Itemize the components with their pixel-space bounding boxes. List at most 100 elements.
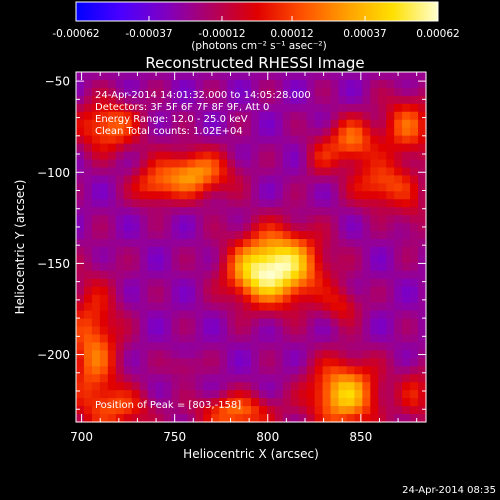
heatmap-cell bbox=[243, 135, 252, 145]
heatmap-cell bbox=[155, 167, 165, 176]
y-tick-label: −150 bbox=[37, 257, 70, 271]
heatmap-cell bbox=[410, 167, 419, 176]
heatmap-cell bbox=[147, 302, 157, 312]
heatmap-cell bbox=[107, 414, 117, 423]
heatmap-cell bbox=[290, 95, 300, 105]
heatmap-cell bbox=[378, 262, 387, 272]
heatmap-cell bbox=[76, 334, 85, 344]
heatmap-cell bbox=[211, 302, 220, 312]
heatmap-cell bbox=[243, 215, 252, 224]
heatmap-cell bbox=[131, 366, 141, 375]
heatmap-cell bbox=[139, 390, 149, 399]
heatmap-cell bbox=[83, 382, 93, 391]
heatmap-cell bbox=[386, 302, 395, 312]
heatmap-cell bbox=[418, 294, 427, 304]
heatmap-cell bbox=[115, 72, 125, 81]
heatmap-cell bbox=[346, 191, 355, 200]
heatmap-cell bbox=[243, 294, 252, 304]
heatmap-cell bbox=[115, 111, 125, 121]
heatmap-cell bbox=[147, 199, 157, 208]
heatmap-cell bbox=[298, 223, 308, 232]
heatmap-cell bbox=[211, 199, 220, 208]
heatmap-cell bbox=[171, 302, 180, 312]
heatmap-cell bbox=[195, 366, 204, 375]
heatmap-cell bbox=[187, 406, 196, 415]
heatmap-cell bbox=[227, 103, 236, 113]
heatmap-cell bbox=[203, 270, 212, 280]
heatmap-cell bbox=[251, 334, 260, 344]
plot-annotations: 24-Apr-2014 14:01:32.000 to 14:05:28.000… bbox=[95, 90, 311, 411]
heatmap-cell bbox=[410, 382, 419, 391]
heatmap-cell bbox=[219, 79, 228, 89]
heatmap-cell bbox=[187, 310, 196, 320]
heatmap-cell bbox=[107, 286, 117, 296]
heatmap-cell bbox=[338, 143, 348, 153]
heatmap-cell bbox=[418, 215, 427, 224]
heatmap-cell bbox=[219, 414, 228, 423]
heatmap-cell bbox=[76, 342, 85, 351]
heatmap-cell bbox=[155, 278, 165, 288]
heatmap-cell bbox=[163, 239, 173, 248]
heatmap-cell bbox=[115, 231, 125, 240]
heatmap-cell bbox=[306, 223, 316, 232]
heatmap-cell bbox=[155, 382, 165, 391]
heatmap-cell bbox=[386, 239, 395, 248]
heatmap-cell bbox=[179, 167, 188, 176]
heatmap-cell bbox=[402, 103, 411, 113]
heatmap-cell bbox=[187, 127, 196, 137]
heatmap-cell bbox=[402, 254, 411, 264]
heatmap-cell bbox=[195, 262, 204, 272]
heatmap-cell bbox=[298, 406, 308, 415]
heatmap-cell bbox=[203, 199, 212, 208]
heatmap-cell bbox=[330, 326, 340, 336]
heatmap-cell bbox=[243, 223, 252, 232]
heatmap-cell bbox=[171, 310, 180, 320]
heatmap-cell bbox=[171, 390, 180, 399]
heatmap-cell bbox=[163, 127, 173, 137]
heatmap-cell bbox=[346, 183, 355, 192]
heatmap-cell bbox=[402, 270, 411, 280]
heatmap-cell bbox=[99, 143, 109, 153]
heatmap-cell bbox=[83, 302, 93, 312]
heatmap-cell bbox=[314, 191, 324, 200]
heatmap-cell bbox=[370, 111, 379, 121]
heatmap-cell bbox=[410, 95, 419, 105]
heatmap-cell bbox=[171, 318, 180, 328]
heatmap-cell bbox=[219, 127, 228, 137]
heatmap-cell bbox=[402, 95, 411, 105]
heatmap-cell bbox=[147, 318, 157, 328]
heatmap-cell bbox=[258, 334, 268, 344]
heatmap-cell bbox=[338, 215, 348, 224]
heatmap-cell bbox=[195, 143, 204, 153]
heatmap-cell bbox=[115, 374, 125, 383]
heatmap-cell bbox=[282, 199, 292, 208]
heatmap-cell bbox=[76, 207, 85, 216]
colorbar: -0.00062 -0.00037 -0.00012 0.00012 0.00037 0.… bbox=[52, 1, 460, 52]
heatmap-cell bbox=[131, 247, 141, 256]
heatmap-cell bbox=[330, 167, 340, 176]
heatmap-cell bbox=[306, 278, 316, 288]
heatmap-cell bbox=[155, 342, 165, 351]
heatmap-cell bbox=[76, 310, 85, 320]
heatmap-cell bbox=[219, 318, 228, 328]
heatmap-cell bbox=[322, 334, 332, 344]
heatmap-cell bbox=[139, 286, 149, 296]
heatmap-cell bbox=[179, 286, 188, 296]
heatmap-cell bbox=[115, 135, 125, 145]
heatmap-cell bbox=[402, 183, 411, 192]
heatmap-cell bbox=[418, 119, 427, 129]
heatmap-cell bbox=[163, 254, 173, 264]
heatmap-cell bbox=[298, 390, 308, 399]
heatmap-cell bbox=[378, 254, 387, 264]
heatmap-cell bbox=[147, 223, 157, 232]
heatmap-cell bbox=[227, 366, 236, 375]
heatmap-cell bbox=[274, 151, 284, 161]
heatmap-cell bbox=[99, 382, 109, 391]
heatmap-cell bbox=[195, 382, 204, 391]
heatmap-cell bbox=[187, 286, 196, 296]
heatmap-cell bbox=[99, 390, 109, 399]
heatmap-cell bbox=[274, 199, 284, 208]
heatmap-cell bbox=[354, 119, 363, 129]
heatmap-cell bbox=[139, 191, 149, 200]
heatmap-cell bbox=[354, 215, 363, 224]
